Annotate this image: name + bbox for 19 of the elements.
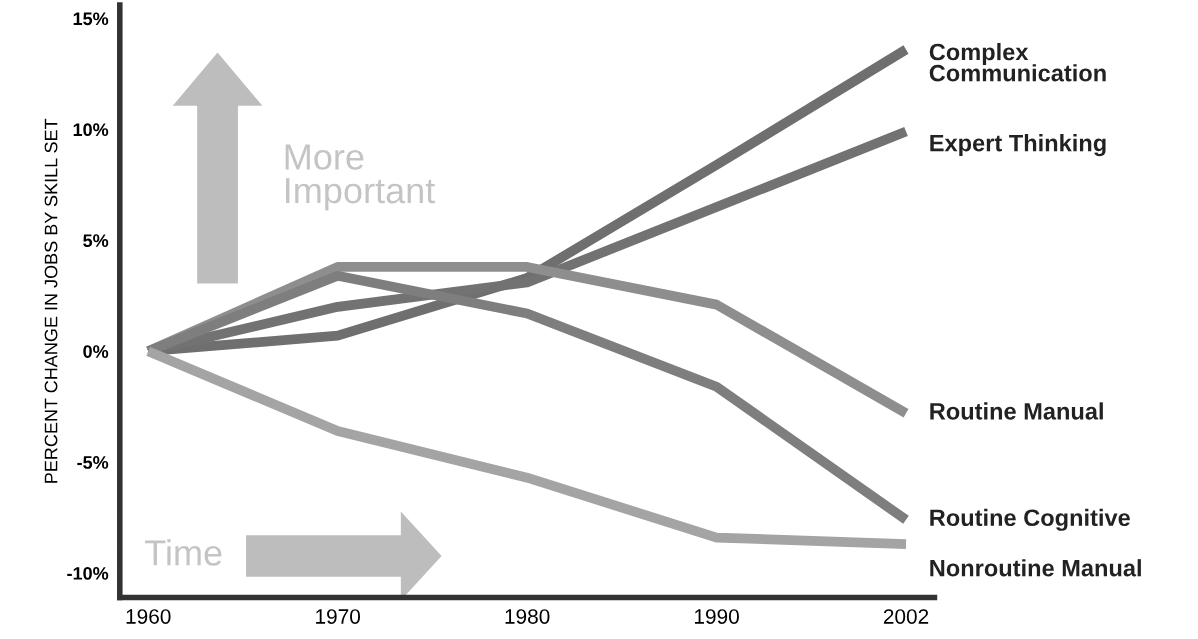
series-label: Complex Communication <box>929 43 1106 82</box>
y-axis-title: PERCENT CHANGE IN JOBS BY SKILL SET <box>44 118 58 483</box>
x-tick-label: 1990 <box>694 609 739 624</box>
series-label: Routine Manual <box>930 402 1103 420</box>
y-tick-label: 0% <box>83 345 109 358</box>
x-tick-label: 1960 <box>126 609 171 624</box>
series-label: Expert Thinking <box>930 134 1106 157</box>
x-tick-label: 2002 <box>883 609 929 624</box>
y-tick-label: -10% <box>67 567 109 580</box>
x-tick-label: 1980 <box>505 609 550 624</box>
y-tick-label: 10% <box>73 123 109 137</box>
y-tick-label: -5% <box>77 456 109 469</box>
y-tick-label: 5% <box>83 234 109 247</box>
y-tick-label: 15% <box>73 12 109 26</box>
series-label: Nonroutine Manual <box>930 559 1141 577</box>
annotation: More Important <box>285 144 435 211</box>
x-tick-label: 1970 <box>316 609 361 624</box>
series-label: Routine Cognitive <box>930 508 1130 531</box>
annotation: Time <box>145 539 222 566</box>
